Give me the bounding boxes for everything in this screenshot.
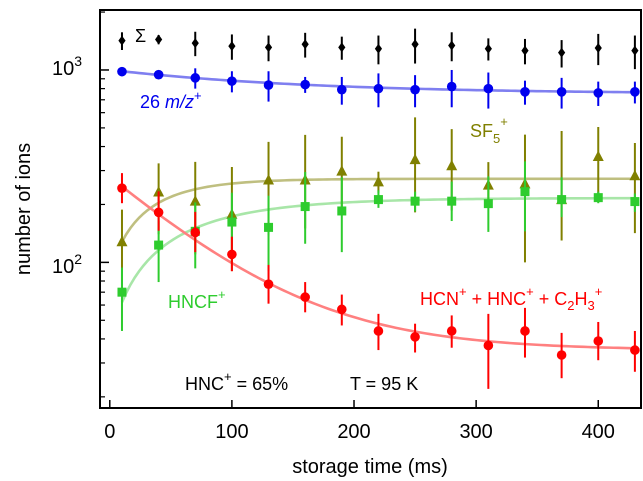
point-hcn-hnc-c2h3	[446, 326, 457, 336]
point-sum	[374, 43, 383, 54]
point-hcn-hnc-c2h3	[630, 345, 640, 355]
point-hncf	[300, 202, 310, 212]
plot-frame	[99, 9, 642, 409]
point-sum	[594, 43, 602, 54]
point-hcn-hnc-c2h3	[520, 326, 530, 336]
annotations: Σ 26 m/z+ SF5+ HNCF+ HCN+ + HNC+ + C2H3+…	[135, 26, 602, 394]
point-26-m-z	[263, 80, 274, 90]
point-sum	[118, 35, 126, 46]
point-sum	[411, 39, 419, 50]
point-26-m-z	[446, 81, 457, 92]
point-sf5	[446, 159, 458, 171]
point-26-m-z	[190, 73, 201, 83]
point-hncf	[154, 240, 164, 250]
point-hncf	[264, 222, 274, 232]
point-sf5	[629, 169, 641, 181]
sf5-label: SF5+	[470, 114, 508, 146]
point-sum	[521, 45, 529, 56]
point-hcn-hnc-c2h3	[263, 279, 274, 290]
fit-curve-hncf	[120, 196, 635, 303]
point-sf5	[592, 150, 604, 162]
x-axis-title: storage time (ms)	[292, 456, 448, 478]
point-26-m-z	[410, 84, 420, 95]
point-hncf	[117, 287, 127, 297]
point-26-m-z	[373, 83, 384, 94]
point-hcn-hnc-c2h3	[410, 332, 420, 342]
hncf-label: HNCF+	[168, 287, 226, 312]
axis-ticks: 0 100 200 300 400	[100, 11, 615, 443]
point-sf5	[116, 235, 128, 247]
x-tick-label: 200	[337, 421, 370, 443]
point-26-m-z	[520, 87, 530, 97]
point-hncf	[520, 187, 530, 197]
point-sf5	[263, 173, 275, 185]
point-sum	[228, 41, 236, 52]
x-tick-label: 400	[582, 421, 615, 443]
point-hncf	[447, 196, 457, 206]
point-26-m-z	[227, 76, 237, 86]
point-hcn-hnc-c2h3	[227, 249, 237, 260]
point-hcn-hnc-c2h3	[556, 350, 567, 360]
point-sf5	[336, 165, 348, 176]
point-26-m-z	[300, 79, 310, 90]
x-tick-label: 300	[459, 421, 492, 443]
y-tick-labels: 102 103	[52, 53, 82, 278]
point-hcn-hnc-c2h3	[337, 304, 347, 315]
x-tick-label: 100	[215, 421, 248, 443]
temperature-label: T = 95 K	[350, 374, 418, 394]
point-26-m-z	[630, 87, 640, 97]
point-sf5	[153, 186, 165, 197]
point-26-m-z	[117, 66, 127, 77]
products-label: HCN+ + HNC+ + C2H3+	[420, 284, 602, 313]
y-axis-title: number of ions	[13, 143, 35, 275]
point-sum	[155, 34, 163, 45]
point-sum	[558, 47, 566, 58]
point-hncf	[410, 196, 420, 206]
point-sum	[301, 39, 309, 50]
y-tick-label-1000: 103	[52, 53, 82, 80]
point-hncf	[337, 206, 347, 216]
sigma-label: Σ	[135, 26, 146, 46]
hnc-fraction-label: HNC+ = 65%	[185, 369, 288, 394]
data-markers	[116, 28, 641, 389]
point-hcn-hnc-c2h3	[153, 207, 164, 218]
point-hncf	[373, 195, 383, 205]
point-sf5	[189, 195, 201, 206]
point-26-m-z	[153, 69, 164, 80]
point-sum	[448, 40, 456, 51]
point-26-m-z	[483, 83, 494, 94]
point-sum	[484, 43, 492, 54]
point-hcn-hnc-c2h3	[373, 326, 384, 336]
point-hncf	[593, 193, 603, 203]
point-26-m-z	[337, 84, 347, 95]
point-hncf	[227, 217, 237, 227]
point-26-m-z	[593, 88, 604, 98]
point-hcn-hnc-c2h3	[117, 183, 127, 193]
point-26-m-z	[556, 87, 567, 97]
point-hcn-hnc-c2h3	[300, 292, 310, 302]
point-sum	[191, 38, 199, 49]
point-hncf	[557, 195, 567, 205]
point-sf5	[372, 175, 384, 187]
point-sum	[338, 42, 346, 53]
point-hcn-hnc-c2h3	[190, 227, 201, 238]
point-sum	[264, 42, 273, 53]
point-sum	[631, 45, 639, 56]
mz26-label: 26 m/z+	[140, 88, 202, 112]
x-tick-label: 0	[104, 421, 115, 443]
point-sf5	[409, 153, 421, 165]
point-hcn-hnc-c2h3	[483, 340, 494, 351]
point-hcn-hnc-c2h3	[593, 336, 604, 346]
point-hncf	[483, 199, 493, 209]
y-tick-label-100: 102	[52, 251, 82, 278]
point-hncf	[630, 197, 640, 207]
